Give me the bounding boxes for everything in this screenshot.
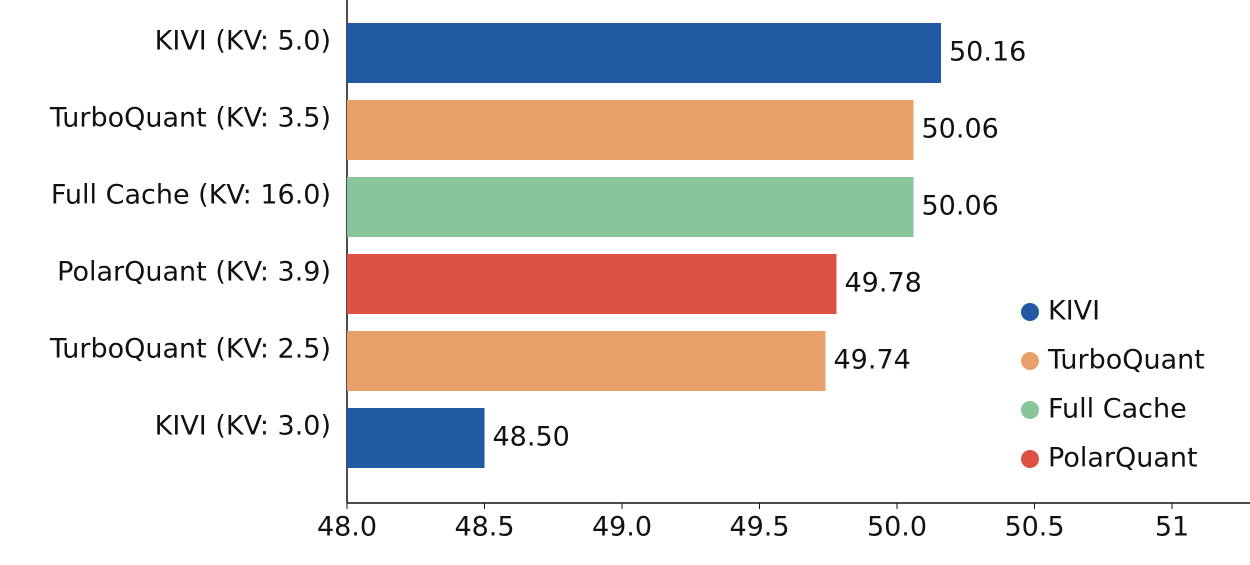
bar <box>347 177 914 237</box>
legend-swatch <box>1021 401 1039 419</box>
x-tick-label: 48.0 <box>317 512 377 543</box>
x-tick-label: 48.5 <box>454 512 514 543</box>
bar <box>347 23 941 83</box>
y-tick-label: PolarQuant (KV: 3.9) <box>57 257 331 288</box>
y-tick-label: KIVI (KV: 3.0) <box>155 411 331 442</box>
x-tick-label: 50.5 <box>1004 512 1064 543</box>
y-tick-label: KIVI (KV: 5.0) <box>155 26 331 57</box>
value-label: 49.78 <box>845 268 922 299</box>
y-tick-label: TurboQuant (KV: 2.5) <box>49 334 331 365</box>
bar <box>347 331 826 391</box>
y-tick-label: Full Cache (KV: 16.0) <box>51 180 331 211</box>
x-tick-label: 51 <box>1155 512 1189 543</box>
bar <box>347 408 485 468</box>
legend-swatch <box>1021 352 1039 370</box>
legend-swatch <box>1021 303 1039 321</box>
legend-label: KIVI <box>1048 296 1100 327</box>
x-tick-label: 49.0 <box>592 512 652 543</box>
legend-label: TurboQuant <box>1047 345 1205 376</box>
legend-label: PolarQuant <box>1048 443 1198 474</box>
y-tick-label: TurboQuant (KV: 3.5) <box>49 103 331 134</box>
value-label: 50.06 <box>922 191 999 222</box>
legend-swatch <box>1021 450 1039 468</box>
x-tick-label: 49.5 <box>729 512 789 543</box>
value-label: 50.16 <box>949 37 1026 68</box>
bar <box>347 254 837 314</box>
bar <box>347 100 914 160</box>
value-label: 50.06 <box>922 114 999 145</box>
value-label: 49.74 <box>834 345 911 376</box>
x-tick-label: 50.0 <box>867 512 927 543</box>
legend-label: Full Cache <box>1048 394 1187 425</box>
value-label: 48.50 <box>493 422 570 453</box>
